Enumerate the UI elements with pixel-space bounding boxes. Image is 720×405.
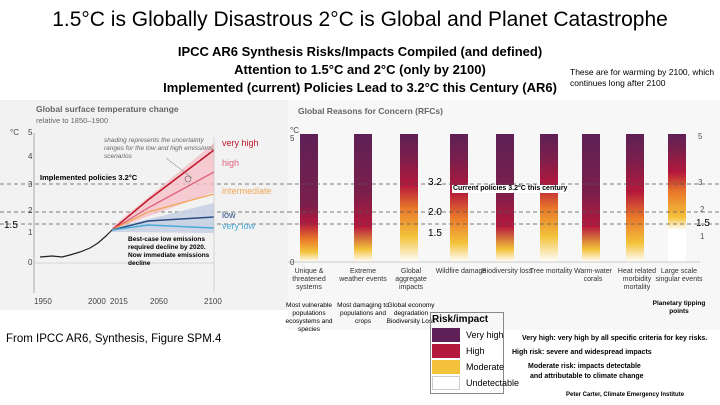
- rfc-label-large-scale: Large scale singular events: [655, 268, 703, 283]
- legend-label-moderate: Moderate: [466, 362, 505, 372]
- rfc-label-warm-water-corals: Warm-water corals: [574, 268, 612, 283]
- risk-def-high: High risk: severe and widespread impacts: [512, 349, 652, 356]
- left-x-tick-2050: 2050: [150, 297, 168, 306]
- legend-title: Risk/impact: [432, 314, 489, 325]
- legend-item-moderate: Moderate: [432, 360, 504, 374]
- left-y-tick-4: 4: [28, 152, 33, 161]
- series-very-high-line: [111, 149, 215, 231]
- marker-2-0: 2.0: [428, 207, 442, 218]
- temperature-chart: [0, 133, 288, 293]
- left-y-tick-1: 1: [28, 228, 33, 237]
- rfc-bar-warm-water-corals: [582, 134, 600, 262]
- credit-line: Peter Carter, Climate Emergency Institut…: [566, 392, 685, 398]
- rfc-bar-global-aggregate: [400, 134, 418, 262]
- rfc-label-extreme-weather: Extreme weather events: [339, 268, 387, 283]
- risk-def-moderate-1: Moderate risk: impacts detectable: [528, 363, 641, 370]
- rfc-bar-wildfire: [450, 134, 468, 262]
- label-high: high: [222, 158, 240, 168]
- rfc-impact-unique: Most vulnerable populations ecosystems a…: [285, 302, 333, 333]
- left-x-tick-2000: 2000: [88, 297, 106, 306]
- subtitle-line-2: Attention to 1.5°C and 2°C (only by 2100…: [234, 62, 486, 77]
- legend-item-very-high: Very high: [432, 328, 504, 342]
- rfc-bar-unique-threatened: [300, 134, 318, 262]
- left-y-tick-0: 0: [28, 258, 33, 267]
- legend-swatch-undetectable: [432, 376, 460, 390]
- temperature-chart-title: Global surface temperature change: [36, 104, 179, 114]
- rfc-chart: [288, 134, 720, 263]
- marker-1-5: 1.5: [428, 228, 442, 239]
- left-x-tick-2100: 2100: [204, 297, 222, 306]
- best-case-note: Best-case low emissions required decline…: [128, 236, 210, 267]
- subtitle-line-3: Implemented (current) Policies Lead to 3…: [163, 80, 557, 95]
- rfc-label-biodiversity: Biodiversity loss: [481, 268, 533, 275]
- label-low: low: [222, 210, 236, 220]
- rfc-y-tick-0: 0: [290, 258, 295, 267]
- rfc-label-global-aggregate: Global aggregate impacts: [395, 268, 427, 291]
- current-policies-label: Current policies 3.2°C this century: [452, 185, 569, 193]
- temperature-chart-subtitle: relative to 1850–1900: [36, 116, 109, 125]
- rfc-label-unique: Unique & threatened systems: [292, 268, 326, 291]
- marker-3-2: 3.2: [428, 177, 442, 188]
- rfc-impact-large-scale: Planetary tipping points: [652, 300, 706, 315]
- risk-def-moderate-2: and attributable to climate change: [530, 373, 644, 380]
- legend-label-undetectable: Undetectable: [466, 378, 520, 388]
- rfc-label-heat-morbidity: Heat related morbidity mortality: [617, 268, 657, 291]
- series-high-line: [111, 171, 215, 231]
- legend-box: [430, 312, 504, 394]
- subtitle-line-1: IPCC AR6 Synthesis Risks/Impacts Compile…: [177, 44, 543, 59]
- warming-note: These are for warming by 2100, which con…: [570, 67, 715, 88]
- legend-item-high: High: [432, 344, 485, 358]
- series-very-low-line: [111, 224, 215, 231]
- left-marker-1-5: 1.5: [4, 220, 18, 231]
- rfc-right-tick-1: 1: [700, 232, 705, 241]
- rfc-label-tree-mortality: Tree mortality: [529, 268, 573, 275]
- rfc-right-tick-1-5: 1.5: [696, 218, 710, 229]
- rfc-label-wildfire: Wildfire damage: [435, 268, 487, 275]
- shading-note: shading represents the uncertainty range…: [104, 137, 214, 160]
- legend-swatch-very-high: [432, 328, 460, 342]
- rfc-right-tick-2: 2: [700, 205, 705, 214]
- legend-swatch-high: [432, 344, 460, 358]
- rfc-chart-title: Global Reasons for Concern (RFCs): [298, 106, 443, 116]
- left-x-tick-1950: 1950: [34, 297, 52, 306]
- series-historical-line: [39, 229, 113, 258]
- rfc-right-tick-3: 3: [698, 178, 703, 187]
- series-intermediate-line: [111, 193, 215, 231]
- label-very-high: very high: [222, 138, 259, 148]
- rfc-bar-biodiversity: [496, 134, 514, 262]
- rfc-y-tick-5: 5: [290, 134, 295, 143]
- rfc-bar-tree-mortality: [540, 134, 558, 262]
- label-very-low: very low: [222, 221, 256, 231]
- risk-def-very-high: Very high: very high by all specific cri…: [522, 335, 708, 342]
- left-y-unit: °C: [10, 128, 19, 137]
- rfc-right-tick-5: 5: [698, 132, 703, 141]
- figure-caption: From IPCC AR6, Synthesis, Figure SPM.4: [6, 333, 222, 345]
- legend-label-high: High: [466, 346, 485, 356]
- rfc-bar-heat-morbidity: [626, 134, 644, 262]
- left-x-tick-2015: 2015: [110, 297, 128, 306]
- left-y-tick-5: 5: [28, 128, 33, 137]
- label-intermediate: intermediate: [222, 186, 272, 196]
- rfc-bar-large-scale-events: [668, 134, 686, 262]
- rfc-bar-extreme-weather: [354, 134, 372, 262]
- rfc-impact-global-aggregate: Global economy degradation Biodiversity …: [386, 302, 436, 325]
- rfc-y-unit: °C: [290, 126, 299, 135]
- slide-title: 1.5°C is Globally Disastrous 2°C is Glob…: [52, 8, 668, 31]
- left-y-tick-3: 3: [28, 180, 33, 189]
- legend-swatch-moderate: [432, 360, 460, 374]
- legend-label-very-high: Very high: [466, 330, 504, 340]
- implemented-policies-label: Implemented policies 3.2°C: [40, 173, 138, 182]
- legend-item-undetectable: Undetectable: [432, 376, 519, 390]
- left-y-tick-2: 2: [28, 206, 33, 215]
- rfc-impact-extreme-weather: Most damaging to populations and crops: [337, 302, 389, 325]
- series-low-line: [111, 216, 215, 231]
